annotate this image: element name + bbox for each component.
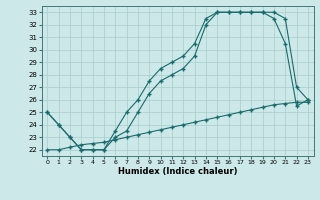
X-axis label: Humidex (Indice chaleur): Humidex (Indice chaleur) xyxy=(118,167,237,176)
